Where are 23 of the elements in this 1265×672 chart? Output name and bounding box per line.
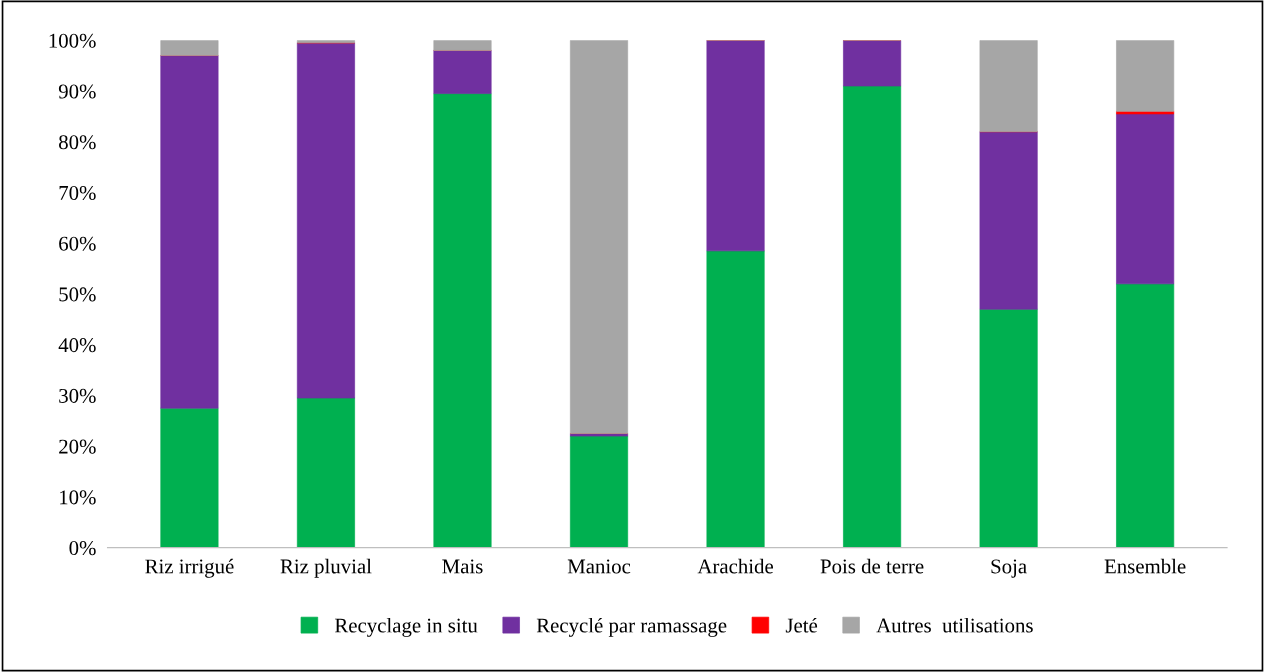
y-tick-label: 70% [59, 185, 96, 201]
legend-label: Recyclé par ramassage [536, 617, 727, 637]
x-tick-label: Manioc [567, 559, 631, 574]
y-tick-label: 50% [59, 287, 96, 302]
y-tick-label: 90% [58, 84, 96, 99]
x-tick-label: Soja [991, 559, 1027, 578]
y-tick-label: 30% [59, 388, 96, 403]
y-tick-label: 0% [69, 541, 96, 556]
x-tick-label: Riz irrigué [145, 558, 234, 578]
legend-label: Autres utilisations [876, 617, 1033, 633]
x-tick-label: Riz pluvial [280, 558, 372, 578]
x-tick-label: Pois de terre [820, 558, 924, 574]
legend-label: Jeté [785, 617, 818, 633]
x-tick-label: Mais [442, 559, 483, 574]
y-tick-label: 60% [59, 236, 96, 251]
x-tick-label: Arachide [697, 558, 773, 574]
y-tick-label: 10% [60, 490, 96, 505]
y-tick-label: 20% [59, 439, 96, 454]
x-tick-label: Ensemble [1104, 558, 1186, 574]
y-tick-label: 40% [58, 338, 96, 353]
legend-label: Recyclage in situ [334, 617, 478, 637]
y-tick-label: 80% [59, 135, 96, 150]
y-tick-label: 100% [49, 33, 96, 48]
